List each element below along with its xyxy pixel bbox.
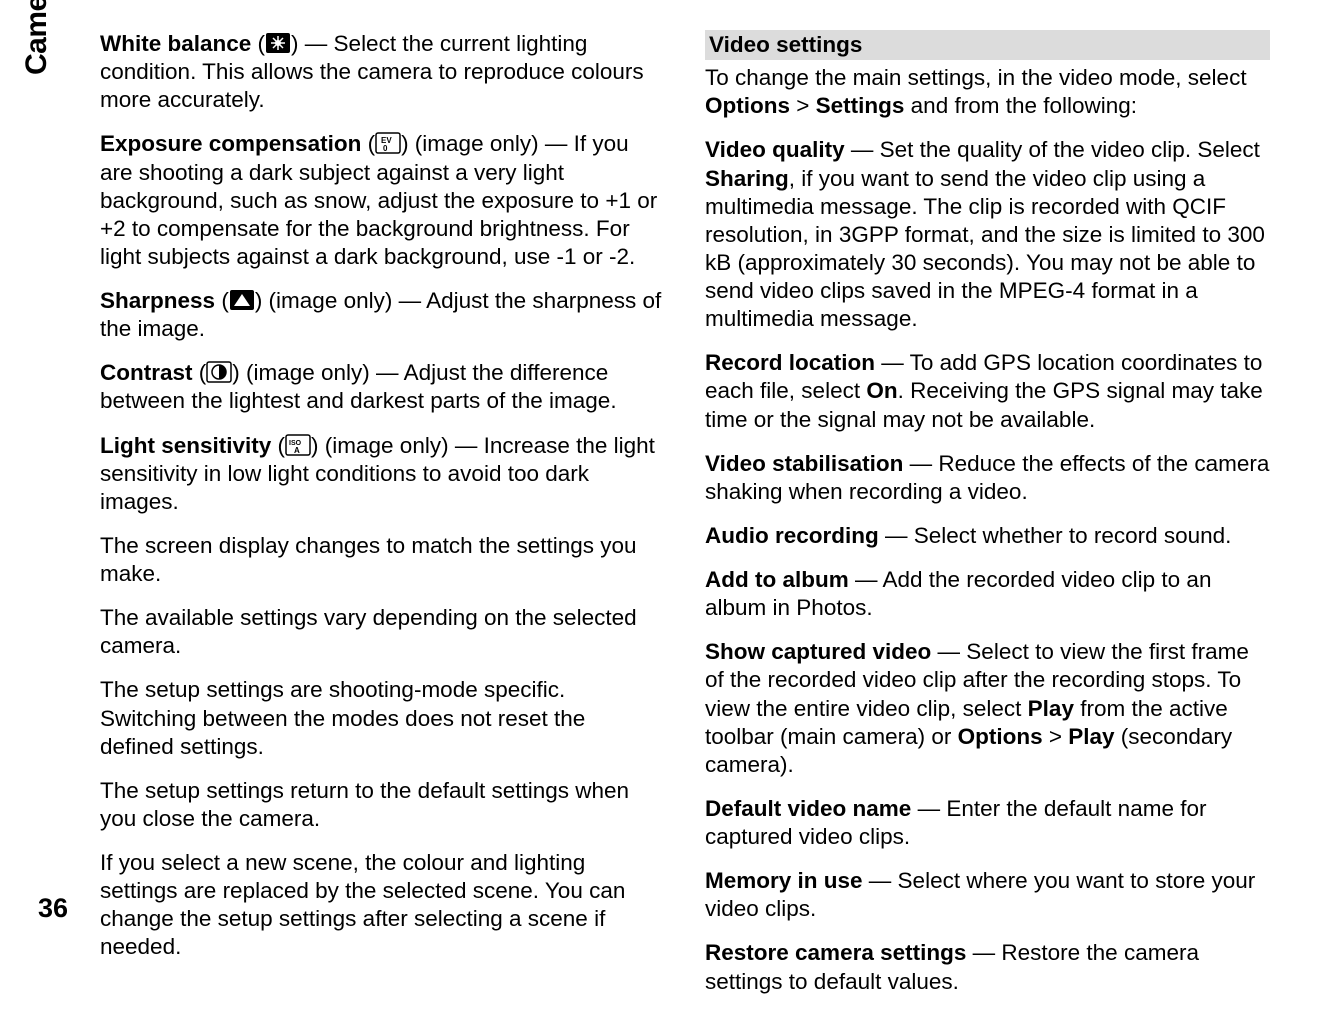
scv-label: Show captured video — [705, 639, 931, 664]
video-settings-header: Video settings — [705, 30, 1270, 60]
restore-camera-settings: Restore camera settings — Restore the ca… — [705, 939, 1270, 995]
paren-open: ( — [361, 131, 375, 156]
record-location-setting: Record location — To add GPS location co… — [705, 349, 1270, 433]
show-captured-video-setting: Show captured video — Select to view the… — [705, 638, 1270, 779]
options-label: Options — [705, 93, 790, 118]
memory-in-use-setting: Memory in use — Select where you want to… — [705, 867, 1270, 923]
settings-label: Settings — [816, 93, 905, 118]
vq-label: Video quality — [705, 137, 845, 162]
note-screen-display: The screen display changes to match the … — [100, 532, 665, 588]
svg-text:A: A — [294, 446, 300, 455]
side-chapter-label: Camera — [20, 0, 54, 75]
vs-label: Video stabilisation — [705, 451, 903, 476]
intro-a: To change the main settings, in the vide… — [705, 65, 1247, 90]
note-new-scene: If you select a new scene, the colour an… — [100, 849, 665, 962]
vq-b: , if you want to send the video clip usi… — [705, 166, 1265, 332]
ar-label: Audio recording — [705, 523, 879, 548]
note-available-settings: The available settings vary depending on… — [100, 604, 665, 660]
play-label-1: Play — [1028, 696, 1074, 721]
sharpness-setting: Sharpness () (image only) — Adjust the s… — [100, 287, 665, 343]
paren-open: ( — [193, 360, 207, 385]
paren-open: ( — [215, 288, 229, 313]
default-video-name-setting: Default video name — Enter the default n… — [705, 795, 1270, 851]
page-number: 36 — [38, 893, 68, 924]
intro-b: > — [790, 93, 816, 118]
dvn-label: Default video name — [705, 796, 911, 821]
video-quality-setting: Video quality — Set the quality of the v… — [705, 136, 1270, 333]
intro-c: and from the following: — [904, 93, 1137, 118]
contrast-label: Contrast — [100, 360, 193, 385]
add-to-album-setting: Add to album — Add the recorded video cl… — [705, 566, 1270, 622]
paren-open: ( — [251, 31, 265, 56]
sharp-label: Sharpness — [100, 288, 215, 313]
scv-c: > — [1043, 724, 1069, 749]
white-balance-icon — [265, 32, 291, 54]
vq-a: — Set the quality of the video clip. Sel… — [845, 137, 1260, 162]
exposure-setting: Exposure compensation (EV0) (image only)… — [100, 130, 665, 271]
white-balance-setting: White balance () — Select the current li… — [100, 30, 665, 114]
sharing-label: Sharing — [705, 166, 789, 191]
rl-label: Record location — [705, 350, 875, 375]
wb-label: White balance — [100, 31, 251, 56]
iso-icon: ISOA — [285, 434, 311, 456]
audio-recording-setting: Audio recording — Select whether to reco… — [705, 522, 1270, 550]
on-label: On — [866, 378, 897, 403]
light-sensitivity-setting: Light sensitivity (ISOA) (image only) — … — [100, 432, 665, 516]
light-label: Light sensitivity — [100, 433, 271, 458]
right-column: Video settings To change the main settin… — [705, 30, 1270, 1012]
contrast-setting: Contrast () (image only) — Adjust the di… — [100, 359, 665, 415]
sharpness-icon — [229, 289, 255, 311]
aa-label: Add to album — [705, 567, 849, 592]
contrast-icon — [206, 361, 232, 383]
paren-open: ( — [271, 433, 285, 458]
svg-text:0: 0 — [383, 144, 388, 153]
left-column: White balance () — Select the current li… — [100, 30, 665, 1012]
exp-label: Exposure compensation — [100, 131, 361, 156]
page-body: White balance () — Select the current li… — [0, 0, 1322, 1032]
note-setup-specific: The setup settings are shooting-mode spe… — [100, 676, 665, 760]
options-label-2: Options — [958, 724, 1043, 749]
exposure-icon: EV0 — [375, 132, 401, 154]
rcs-label: Restore camera settings — [705, 940, 966, 965]
video-stabilisation-setting: Video stabilisation — Reduce the effects… — [705, 450, 1270, 506]
video-settings-intro: To change the main settings, in the vide… — [705, 64, 1270, 120]
play-label-2: Play — [1068, 724, 1114, 749]
miu-label: Memory in use — [705, 868, 863, 893]
note-setup-default: The setup settings return to the default… — [100, 777, 665, 833]
ar-text: — Select whether to record sound. — [879, 523, 1232, 548]
